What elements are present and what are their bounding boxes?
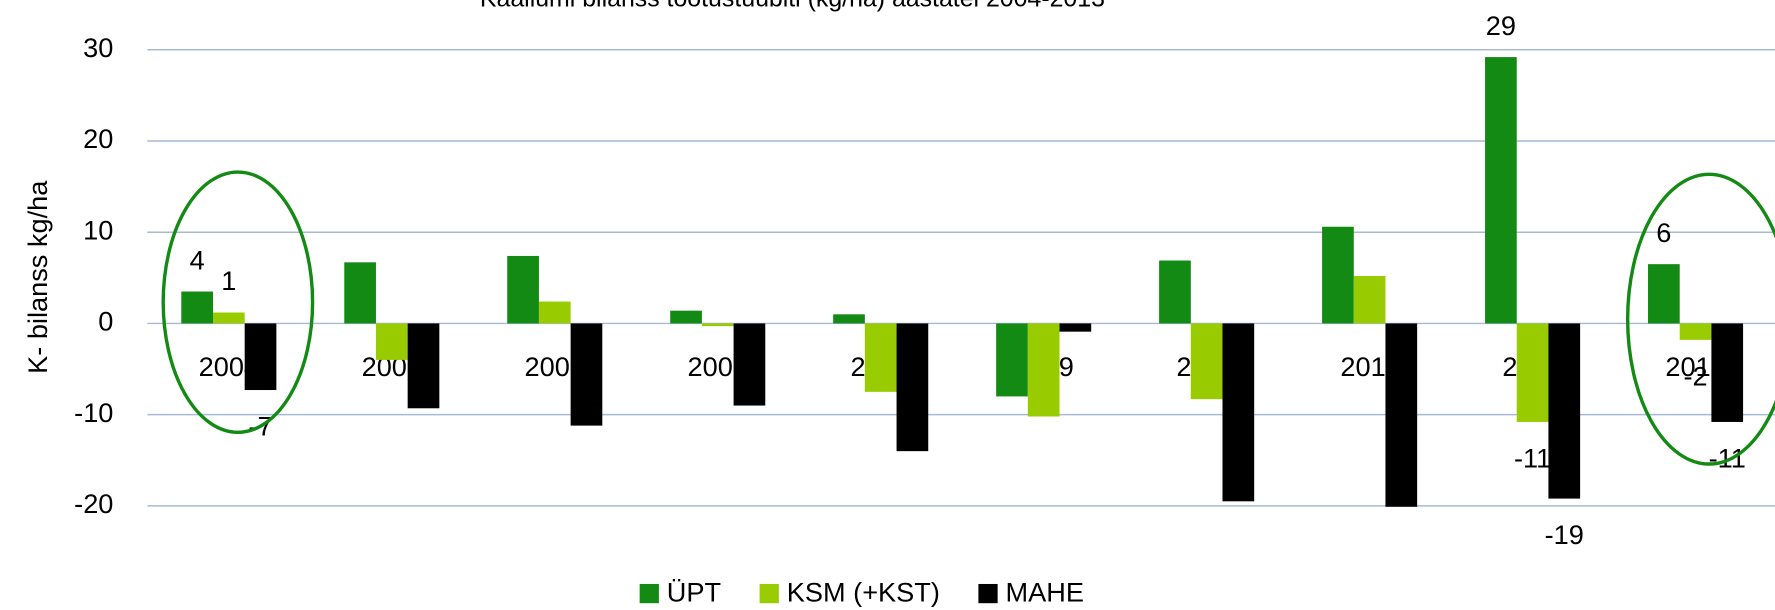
bar: [1159, 260, 1191, 324]
legend-label: ÜPT: [667, 576, 721, 607]
bar: [538, 301, 571, 324]
highlight-ellipse: [1625, 172, 1775, 466]
bar: [344, 262, 376, 324]
data-labels: 41-729-11-196-2-11: [190, 10, 1746, 550]
data-label: -2: [1683, 361, 1707, 392]
bar: [670, 310, 702, 324]
legend-swatch: [978, 583, 998, 604]
legend-label: KSM (+KST): [787, 576, 940, 607]
bar: [1322, 226, 1354, 324]
data-label: 29: [1486, 10, 1516, 41]
bar: [375, 323, 408, 360]
bars: [181, 57, 1744, 507]
bar: [733, 323, 766, 406]
y-tick-label: -20: [74, 488, 113, 519]
data-label: -11: [1709, 443, 1746, 474]
highlight-ellipse: [161, 170, 315, 435]
bar: [1711, 323, 1744, 422]
y-tick-label: 0: [98, 306, 113, 337]
bar: [833, 314, 865, 324]
data-label: 4: [190, 244, 205, 275]
bar: [996, 323, 1028, 397]
legend-swatch: [759, 583, 779, 604]
y-tick-label: 30: [83, 32, 113, 63]
bar: [701, 323, 734, 327]
y-tick-label: 20: [83, 123, 113, 154]
bar: [1027, 323, 1060, 417]
legend-swatch: [639, 583, 659, 604]
bar: [407, 323, 440, 409]
y-tick-label: 10: [83, 214, 113, 245]
bar: [181, 291, 213, 324]
bar: [1548, 323, 1581, 499]
y-axis-title: K- bilanss kg/ha: [22, 180, 53, 374]
bar: [1516, 323, 1549, 422]
y-tick-label: -10: [74, 397, 113, 428]
bar: [1059, 323, 1092, 332]
bar: [570, 323, 603, 426]
legend-label: MAHE: [1006, 576, 1084, 607]
chart-title: Kaaliumi bilanss tootustüübiti (kg/ha) a…: [480, 0, 1105, 13]
data-label: -19: [1545, 519, 1584, 550]
bar: [1679, 323, 1712, 340]
bar: [1385, 323, 1418, 507]
bar: [1648, 264, 1680, 324]
bar: [212, 312, 245, 324]
bar: [244, 323, 277, 391]
bar: [1190, 323, 1223, 400]
data-label: 1: [221, 265, 236, 296]
bar: [896, 323, 929, 452]
data-label: -11: [1514, 443, 1551, 474]
data-label: 6: [1656, 217, 1671, 248]
bar: [1485, 57, 1517, 324]
bar: [1222, 323, 1255, 502]
bar: [507, 255, 539, 324]
bar: [1353, 276, 1386, 324]
bar: [864, 323, 897, 392]
legend: ÜPT KSM (+KST) MAHE: [639, 576, 1084, 607]
